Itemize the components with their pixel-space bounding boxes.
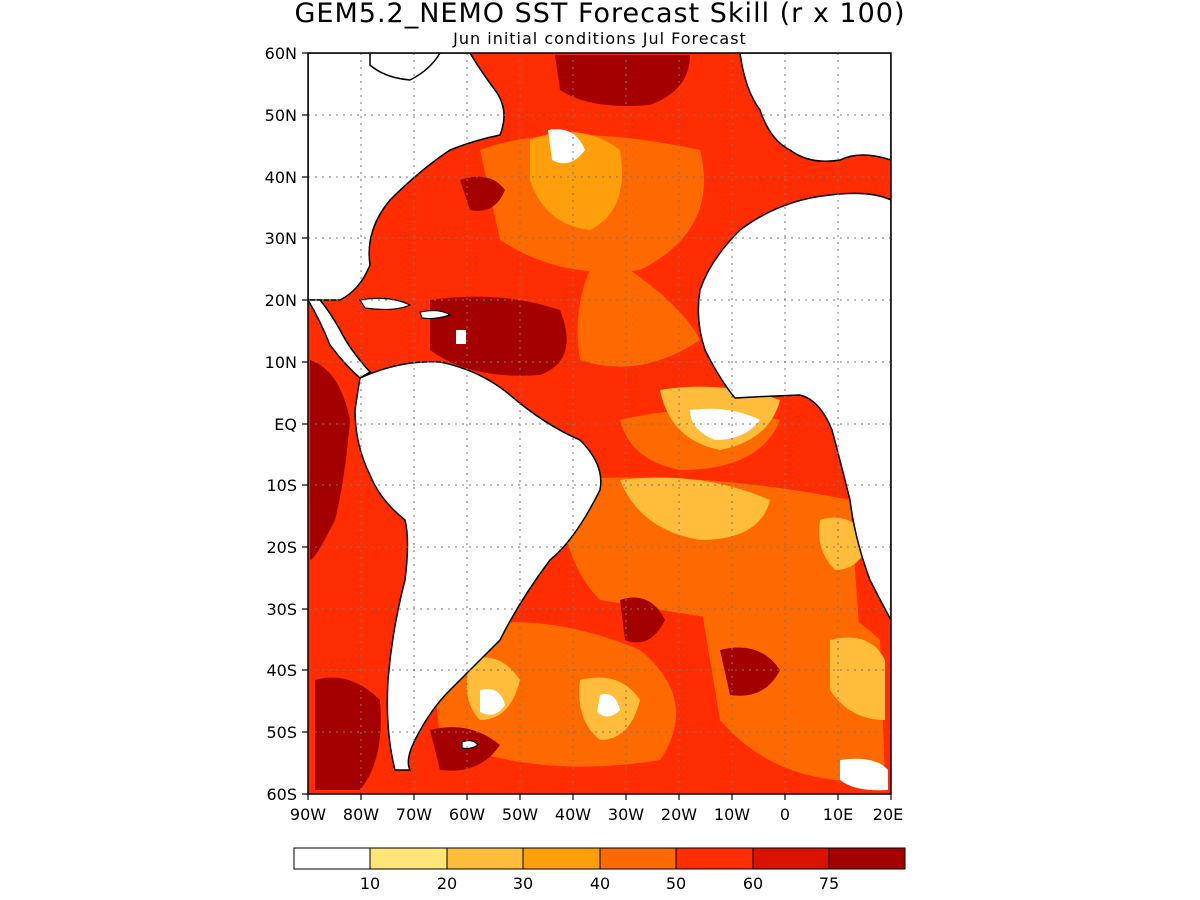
- lat-label-20n: 20N: [265, 291, 297, 310]
- lat-label-20s: 20S: [266, 538, 297, 557]
- lon-label-20w: 20W: [661, 805, 697, 824]
- lon-label-10e: 10E: [823, 805, 853, 824]
- colorbar-swatch-6: [675, 847, 754, 870]
- lat-label-60s: 60S: [266, 785, 297, 804]
- lon-label-40w: 40W: [555, 805, 591, 824]
- map-subtitle: Jun initial conditions Jul Forecast: [453, 29, 747, 48]
- colorbar: 10 20 30 40 50 60 75: [293, 847, 906, 893]
- lon-label-10w: 10W: [714, 805, 750, 824]
- lon-label-30w: 30W: [608, 805, 644, 824]
- colorbar-label-40: 40: [590, 874, 610, 893]
- lat-label-10n: 10N: [265, 353, 297, 372]
- lat-label-30s: 30S: [266, 600, 297, 619]
- lon-label-0: 0: [780, 805, 790, 824]
- lon-label-60w: 60W: [449, 805, 485, 824]
- lat-label-10s: 10S: [266, 476, 297, 495]
- map-title: GEM5.2_NEMO SST Forecast Skill (r x 100): [294, 0, 906, 29]
- lat-label-50s: 50S: [266, 723, 297, 742]
- colorbar-swatch-5: [599, 847, 677, 870]
- lon-label-70w: 70W: [396, 805, 432, 824]
- colorbar-label-50: 50: [666, 874, 686, 893]
- lat-label-40s: 40S: [266, 661, 297, 680]
- lat-label-40n: 40N: [265, 168, 297, 187]
- lon-label-90w: 90W: [290, 805, 326, 824]
- lon-label-50w: 50W: [502, 805, 538, 824]
- colorbar-label-10: 10: [360, 874, 380, 893]
- lon-label-80w: 80W: [343, 805, 379, 824]
- colorbar-swatch-8: [828, 847, 906, 870]
- lat-label-eq: EQ: [274, 415, 297, 434]
- lat-label-30n: 30N: [265, 229, 297, 248]
- colorbar-swatch-4: [522, 847, 601, 870]
- graticule: [308, 53, 891, 794]
- lat-label-50n: 50N: [265, 106, 297, 125]
- sst-skill-field: [308, 53, 891, 794]
- colorbar-label-20: 20: [437, 874, 457, 893]
- colorbar-swatch-1: [293, 847, 371, 870]
- colorbar-swatch-3: [446, 847, 524, 870]
- colorbar-label-30: 30: [513, 874, 533, 893]
- lat-label-60n: 60N: [265, 44, 297, 63]
- colorbar-swatch-7: [752, 847, 830, 870]
- colorbar-label-75: 75: [819, 874, 839, 893]
- lon-label-20e: 20E: [873, 805, 903, 824]
- colorbar-swatch-2: [369, 847, 448, 870]
- colorbar-label-60: 60: [743, 874, 763, 893]
